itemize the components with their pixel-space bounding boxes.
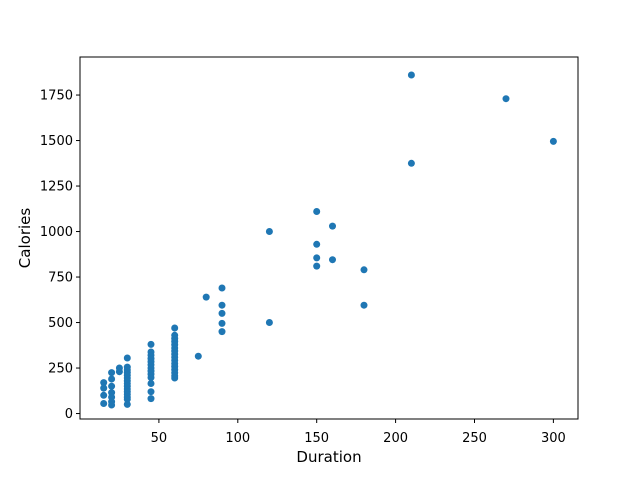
y-tick-label: 500	[48, 316, 73, 331]
data-point	[329, 222, 336, 230]
x-axis-label: Duration	[296, 448, 361, 466]
data-point	[147, 380, 155, 387]
data-point	[147, 374, 155, 381]
data-point	[218, 301, 226, 309]
data-point	[115, 368, 123, 376]
data-point	[313, 208, 321, 215]
data-point	[100, 384, 108, 392]
data-point	[329, 256, 336, 264]
plot-area	[79, 56, 579, 420]
x-tick-label: 100	[225, 431, 250, 446]
x-tick-label: 250	[462, 431, 487, 446]
data-point	[265, 228, 273, 235]
data-point	[147, 395, 155, 403]
data-point	[147, 340, 155, 348]
data-point	[100, 391, 108, 399]
x-tick-label: 300	[541, 431, 566, 446]
y-axis-ticks: 0 250 500 750 1000 1250 1500 1750	[40, 89, 80, 422]
data-point	[218, 319, 226, 327]
data-point	[194, 352, 202, 360]
scatter-points-layer	[100, 71, 557, 409]
data-point	[360, 301, 368, 309]
data-point	[171, 374, 179, 382]
y-tick-label: 0	[65, 407, 73, 422]
x-tick-label: 200	[383, 431, 408, 446]
data-point	[108, 382, 116, 390]
data-point	[147, 388, 155, 396]
data-point	[218, 309, 226, 317]
data-point	[265, 319, 273, 326]
y-tick-label: 750	[48, 271, 73, 286]
y-tick-label: 1000	[40, 225, 73, 240]
data-point	[549, 137, 557, 145]
data-point	[407, 159, 415, 167]
data-point	[123, 395, 131, 403]
y-tick-label: 1500	[40, 134, 73, 149]
data-point	[108, 369, 116, 377]
data-point	[202, 293, 210, 301]
data-point	[108, 401, 116, 409]
x-tick-label: 150	[304, 431, 329, 446]
data-point	[123, 354, 131, 362]
data-point	[218, 284, 226, 292]
data-point	[313, 262, 321, 270]
data-point	[502, 95, 510, 103]
data-point	[123, 400, 131, 408]
x-tick-label: 50	[151, 431, 168, 446]
data-point	[313, 254, 321, 262]
data-point	[360, 266, 368, 274]
data-point	[100, 400, 108, 407]
y-tick-label: 250	[48, 362, 73, 377]
data-point	[171, 324, 179, 332]
data-point	[108, 375, 116, 383]
y-axis-label: Calories	[16, 208, 34, 269]
data-point	[407, 71, 415, 79]
x-axis-ticks: 50 100 150 200 250 300	[151, 419, 566, 446]
y-tick-label: 1750	[40, 89, 73, 104]
data-point	[100, 379, 108, 387]
data-point	[313, 240, 321, 248]
y-tick-label: 1250	[40, 180, 73, 195]
data-point	[218, 328, 226, 336]
